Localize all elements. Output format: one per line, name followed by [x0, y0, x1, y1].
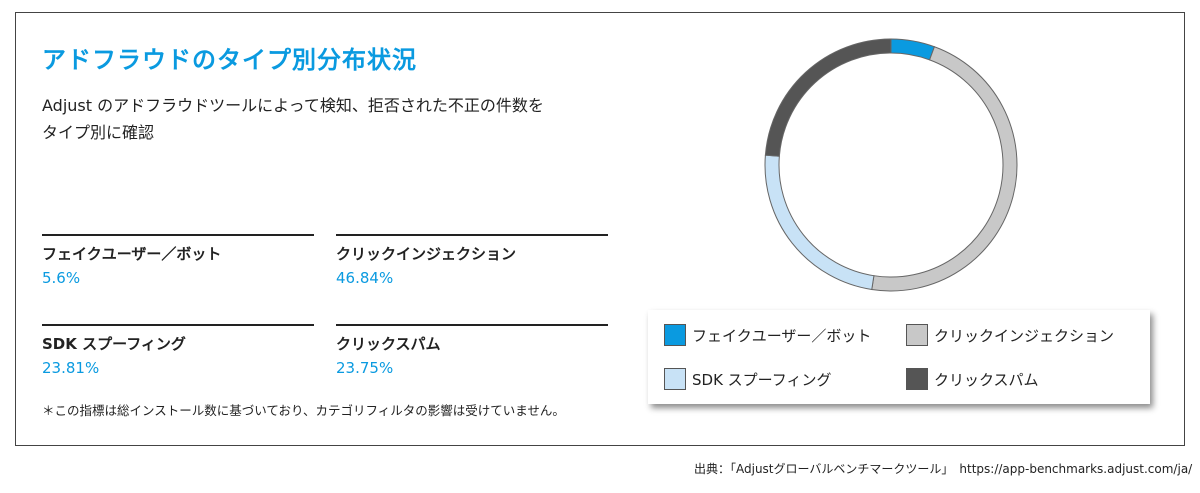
chart-subtitle: Adjust のアドフラウドツールによって検知、拒否された不正の件数を タイプ別… — [42, 92, 544, 146]
stat-value: 23.81% — [42, 359, 100, 377]
stat-fake-users: フェイクユーザー／ボット 5.6% — [42, 234, 314, 290]
legend-item: クリックスパム — [906, 368, 1039, 390]
chart-frame — [15, 12, 1185, 446]
legend-swatch — [664, 324, 686, 346]
legend-label: フェイクユーザー／ボット — [692, 326, 872, 345]
legend-swatch — [906, 368, 928, 390]
stat-value: 23.75% — [336, 359, 394, 377]
subtitle-line-1: Adjust のアドフラウドツールによって検知、拒否された不正の件数を — [42, 96, 544, 115]
stat-label: フェイクユーザー／ボット — [42, 245, 222, 263]
donut-slice-1 — [871, 46, 1018, 292]
legend: フェイクユーザー／ボット クリックインジェクション SDK スプーフィング クリ… — [648, 310, 1150, 404]
legend-swatch — [664, 368, 686, 390]
stat-sdk-spoofing: SDK スプーフィング 23.81% — [42, 324, 314, 380]
donut-chart — [764, 38, 1018, 292]
legend-label: クリックインジェクション — [934, 326, 1115, 345]
subtitle-line-2: タイプ別に確認 — [42, 123, 155, 142]
source-credit: 出典：「Adjustグローバルベンチマークツール」 https://app-be… — [694, 462, 1193, 476]
stat-label: SDK スプーフィング — [42, 335, 186, 353]
stat-value: 46.84% — [336, 269, 394, 287]
footnote: ＊この指標は総インストール数に基づいており、カテゴリフィルタの影響は受けていませ… — [42, 403, 565, 418]
chart-title: アドフラウドのタイプ別分布状況 — [42, 46, 417, 74]
stat-label: クリックスパム — [336, 335, 441, 353]
legend-swatch — [906, 324, 928, 346]
stat-label: クリックインジェクション — [336, 245, 517, 263]
legend-item: フェイクユーザー／ボット — [664, 324, 871, 346]
legend-item: クリックインジェクション — [906, 324, 1114, 346]
legend-item: SDK スプーフィング — [664, 368, 831, 390]
stat-click-spam: クリックスパム 23.75% — [336, 324, 608, 380]
stat-value: 5.6% — [42, 269, 81, 287]
donut-slice-3 — [764, 38, 892, 157]
donut-slice-2 — [764, 154, 875, 291]
legend-label: SDK スプーフィング — [692, 370, 832, 389]
donut-slice-0 — [890, 38, 936, 61]
legend-label: クリックスパム — [934, 370, 1039, 389]
stat-click-injection: クリックインジェクション 46.84% — [336, 234, 608, 290]
